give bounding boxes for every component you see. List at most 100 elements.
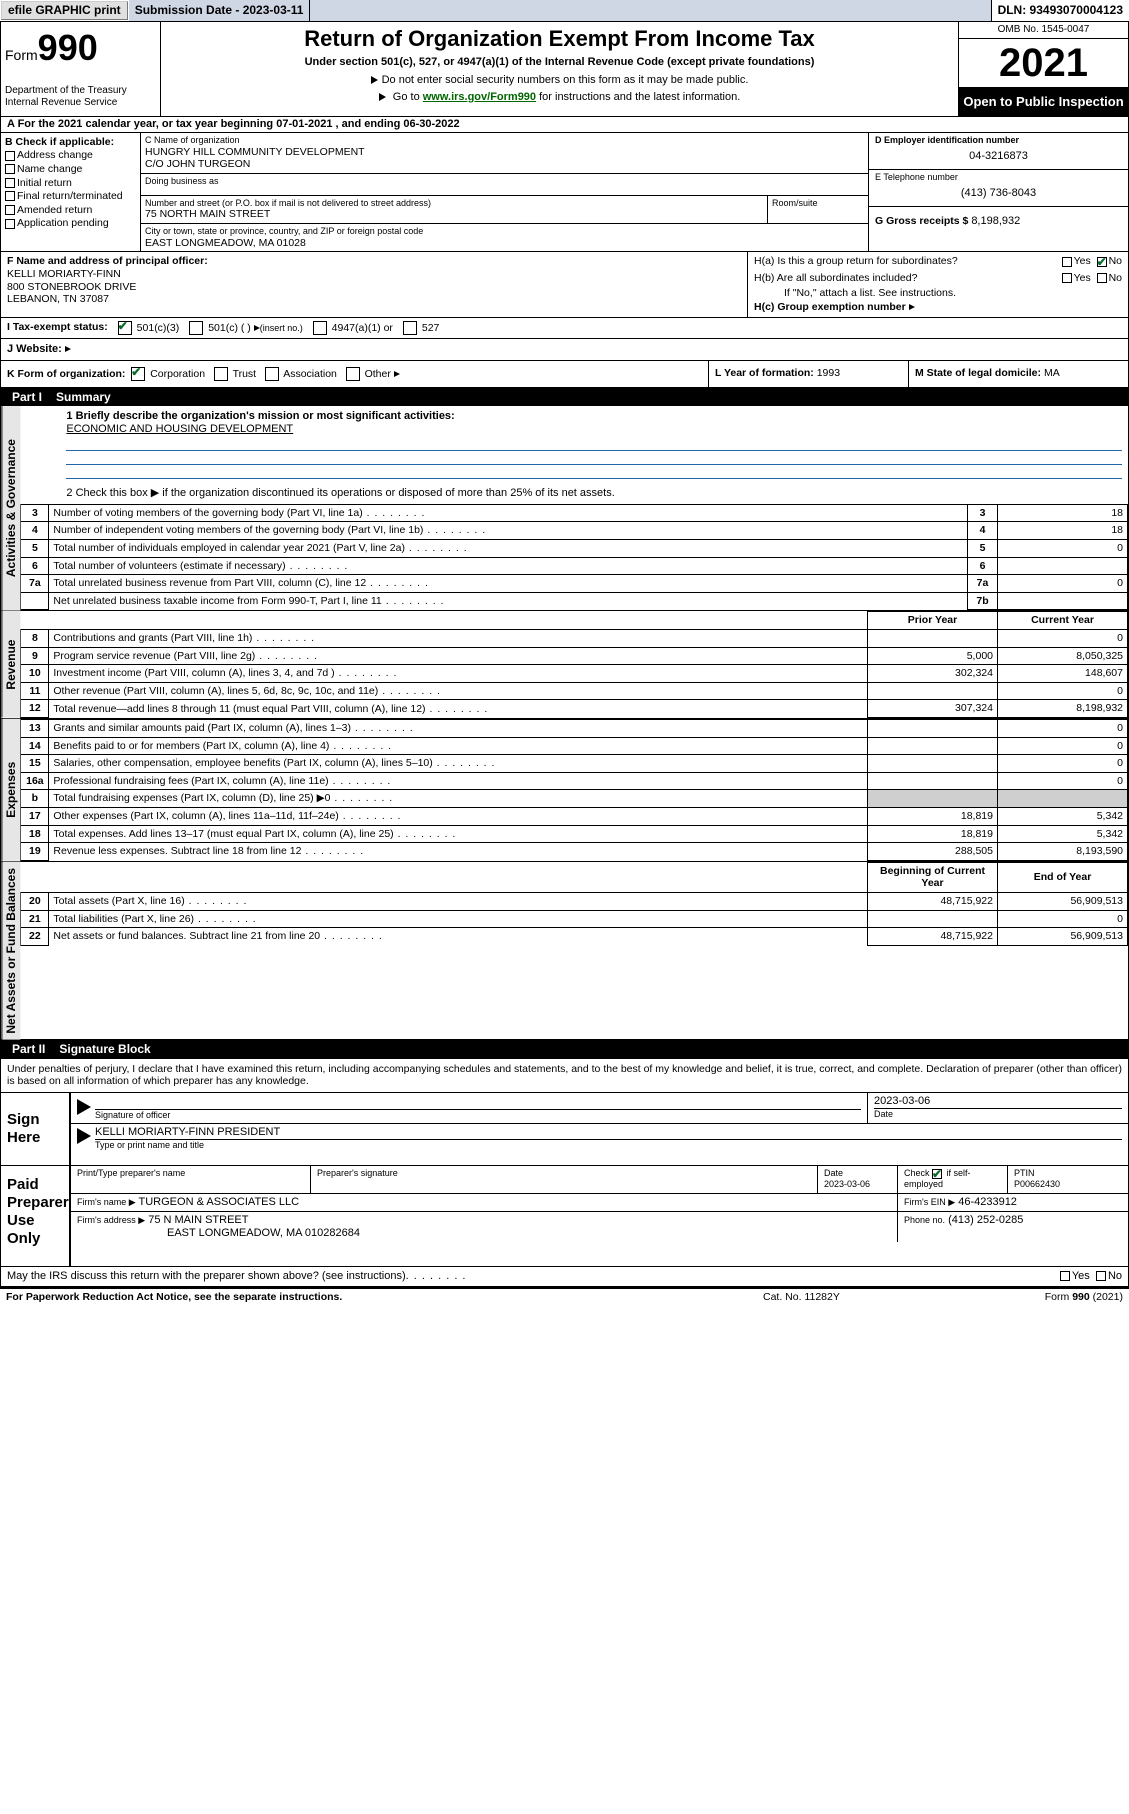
perjury-statement: Under penalties of perjury, I declare th… xyxy=(0,1059,1129,1093)
summary-netassets: Net Assets or Fund Balances Beginning of… xyxy=(0,862,1129,1041)
org-info-block: B Check if applicable: Address change Na… xyxy=(0,133,1129,253)
netassets-table: Beginning of Current YearEnd of Year20To… xyxy=(20,862,1128,946)
tab-expenses: Expenses xyxy=(1,719,20,861)
preparer-name-label: Print/Type preparer's name xyxy=(77,1168,304,1179)
summary-expenses: Expenses 13Grants and similar amounts pa… xyxy=(0,719,1129,862)
officer-label: F Name and address of principal officer: xyxy=(7,255,208,267)
discuss-with-preparer-row: May the IRS discuss this return with the… xyxy=(0,1267,1129,1287)
ptin-value: P00662430 xyxy=(1014,1179,1122,1190)
hb-no[interactable] xyxy=(1097,273,1107,283)
website-row: J Website: xyxy=(0,339,1129,361)
street-address: 75 NORTH MAIN STREET xyxy=(145,208,763,221)
part2-header: Part IISignature Block xyxy=(0,1040,1129,1058)
chk-association[interactable] xyxy=(265,367,279,381)
ptin-label: PTIN xyxy=(1014,1168,1122,1179)
discuss-no[interactable] xyxy=(1096,1271,1106,1281)
group-return-q: H(a) Is this a group return for subordin… xyxy=(754,255,1122,268)
year-of-formation: 1993 xyxy=(817,367,840,379)
officer-name-title: KELLI MORIARTY-FINN PRESIDENT xyxy=(95,1126,1122,1139)
ein-phone-column: D Employer identification number 04-3216… xyxy=(868,133,1128,252)
chk-amended-return[interactable]: Amended return xyxy=(5,204,136,217)
checkbox-column-b: B Check if applicable: Address change Na… xyxy=(1,133,141,252)
tab-revenue: Revenue xyxy=(1,611,20,718)
arrow-icon xyxy=(371,76,378,84)
discontinued-checkbox-line: 2 Check this box ▶ if the organization d… xyxy=(66,487,1122,500)
efile-print-button[interactable]: efile GRAPHIC print xyxy=(1,1,128,20)
org-name-label: C Name of organization xyxy=(145,135,864,146)
form-version: Form 990 (2021) xyxy=(963,1291,1123,1304)
arrow-icon xyxy=(379,93,386,101)
form-number: Form990 xyxy=(5,26,156,69)
telephone-value: (413) 736-8043 xyxy=(875,183,1122,204)
instructions-link[interactable]: www.irs.gov/Form990 xyxy=(423,91,536,103)
ha-no[interactable] xyxy=(1097,257,1107,267)
chk-501c[interactable] xyxy=(189,321,203,335)
ein-label: D Employer identification number xyxy=(875,135,1122,146)
mission-value: ECONOMIC AND HOUSING DEVELOPMENT xyxy=(66,423,1122,436)
firm-phone: (413) 252-0285 xyxy=(948,1214,1023,1226)
footer: For Paperwork Reduction Act Notice, see … xyxy=(0,1287,1129,1306)
officer-group-row: F Name and address of principal officer:… xyxy=(0,252,1129,317)
officer-addr1: 800 STONEBROOK DRIVE xyxy=(7,281,741,294)
public-inspection-label: Open to Public Inspection xyxy=(959,88,1128,116)
firm-name-label: Firm's name ▶ xyxy=(77,1197,136,1207)
name-title-label: Type or print name and title xyxy=(95,1139,1122,1151)
officer-name: KELLI MORIARTY-FINN xyxy=(7,268,741,281)
chk-other[interactable] xyxy=(346,367,360,381)
paid-preparer-label: Paid Preparer Use Only xyxy=(1,1166,71,1266)
chk-corporation[interactable] xyxy=(131,367,145,381)
ein-value: 04-3216873 xyxy=(875,146,1122,167)
hb-yes[interactable] xyxy=(1062,273,1072,283)
omb-number: OMB No. 1545-0047 xyxy=(959,22,1128,39)
signature-arrow-icon xyxy=(77,1099,91,1115)
chk-4947[interactable] xyxy=(313,321,327,335)
chk-self-employed[interactable] xyxy=(932,1169,942,1179)
firm-name: TURGEON & ASSOCIATES LLC xyxy=(139,1196,300,1208)
tab-netassets: Net Assets or Fund Balances xyxy=(1,862,20,1040)
form-subtitle: Under section 501(c), 527, or 4947(a)(1)… xyxy=(169,56,950,69)
form-title: Return of Organization Exempt From Incom… xyxy=(169,26,950,52)
chk-address-change[interactable]: Address change xyxy=(5,149,136,162)
chk-initial-return[interactable]: Initial return xyxy=(5,177,136,190)
submission-date: Submission Date - 2023-03-11 xyxy=(129,0,311,21)
gross-receipts-label: G Gross receipts $ xyxy=(875,215,968,227)
expenses-table: 13Grants and similar amounts paid (Part … xyxy=(20,719,1128,861)
tax-year-range: A For the 2021 calendar year, or tax yea… xyxy=(0,117,1129,133)
group-exemption: H(c) Group exemption number xyxy=(754,301,1122,314)
self-employed-label: Check if self-employed xyxy=(904,1168,1001,1190)
state-domicile: MA xyxy=(1044,367,1060,379)
revenue-table: Prior YearCurrent Year8Contributions and… xyxy=(20,611,1128,718)
prep-date-label: Date xyxy=(824,1168,891,1179)
governance-table: 3Number of voting members of the governi… xyxy=(20,504,1128,611)
preparer-sig-label: Preparer's signature xyxy=(317,1168,811,1179)
ha-yes[interactable] xyxy=(1062,257,1072,267)
telephone-label: E Telephone number xyxy=(875,172,1122,183)
chk-501c3[interactable] xyxy=(118,321,132,335)
paperwork-notice: For Paperwork Reduction Act Notice, see … xyxy=(6,1291,763,1304)
city-label: City or town, state or province, country… xyxy=(145,226,864,237)
sign-here-label: Sign Here xyxy=(1,1093,71,1165)
department-label: Department of the Treasury Internal Reve… xyxy=(5,85,156,109)
prep-date: 2023-03-06 xyxy=(824,1179,891,1190)
care-of: C/O JOHN TURGEON xyxy=(145,158,864,171)
chk-527[interactable] xyxy=(403,321,417,335)
ssn-warning: Do not enter social security numbers on … xyxy=(169,74,950,87)
chk-application-pending[interactable]: Application pending xyxy=(5,217,136,230)
chk-trust[interactable] xyxy=(214,367,228,381)
gross-receipts-value: 8,198,932 xyxy=(971,215,1020,227)
name-address-column: C Name of organization HUNGRY HILL COMMU… xyxy=(141,133,868,252)
catalog-number: Cat. No. 11282Y xyxy=(763,1291,963,1304)
sign-here-block: Sign Here Signature of officer 2023-03-0… xyxy=(0,1093,1129,1166)
subordinates-note: If "No," attach a list. See instructions… xyxy=(754,287,1122,300)
discuss-yes[interactable] xyxy=(1060,1271,1070,1281)
chk-name-change[interactable]: Name change xyxy=(5,163,136,176)
room-suite-label: Room/suite xyxy=(772,198,864,209)
date-label: Date xyxy=(874,1108,1122,1120)
street-label: Number and street (or P.O. box if mail i… xyxy=(145,198,763,209)
arrow-icon xyxy=(909,304,915,310)
tax-exempt-status-row: I Tax-exempt status: 501(c)(3) 501(c) ( … xyxy=(0,318,1129,339)
chk-final-return[interactable]: Final return/terminated xyxy=(5,190,136,203)
instructions-link-row: Go to www.irs.gov/Form990 for instructio… xyxy=(169,91,950,104)
firm-addr-label: Firm's address ▶ xyxy=(77,1215,145,1225)
dba-label: Doing business as xyxy=(145,176,864,187)
